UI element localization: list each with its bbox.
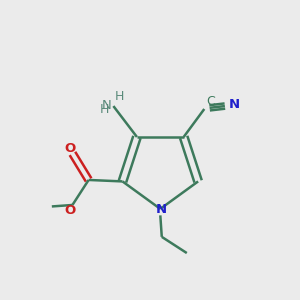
Text: H: H xyxy=(115,90,124,103)
Text: O: O xyxy=(64,142,76,155)
Text: N: N xyxy=(229,98,240,111)
Text: N: N xyxy=(102,99,112,112)
Text: N: N xyxy=(155,203,167,216)
Text: H: H xyxy=(100,103,109,116)
Text: O: O xyxy=(64,204,76,217)
Text: C: C xyxy=(206,94,214,107)
